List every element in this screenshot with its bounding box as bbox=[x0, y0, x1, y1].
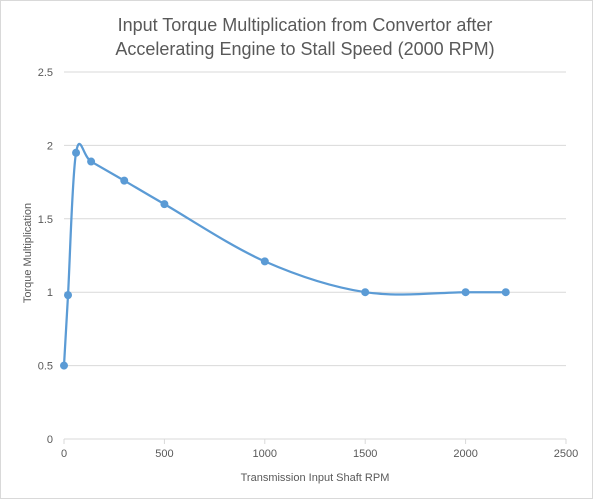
x-tick-label: 500 bbox=[155, 448, 173, 460]
y-tick-label: 0.5 bbox=[38, 361, 53, 373]
chart-title-line-1: Input Torque Multiplication from Convert… bbox=[118, 15, 493, 35]
axes bbox=[63, 438, 567, 444]
chart-title-line-2: Accelerating Engine to Stall Speed (2000… bbox=[115, 39, 494, 59]
y-tick-labels: 0 0.5 1 1.5 2 2.5 bbox=[38, 67, 53, 446]
data-point bbox=[64, 291, 73, 300]
data-point bbox=[120, 176, 129, 185]
data-point bbox=[60, 361, 68, 370]
x-tick-label: 1500 bbox=[353, 448, 377, 460]
data-point bbox=[72, 148, 81, 157]
data-point bbox=[87, 157, 96, 166]
y-tick-label: 0 bbox=[47, 434, 53, 446]
y-tick-label: 2 bbox=[47, 140, 53, 152]
x-axis-label: Transmission Input Shaft RPM bbox=[241, 472, 390, 484]
data-point bbox=[260, 257, 269, 266]
y-tick-label: 1 bbox=[47, 287, 53, 299]
y-tick-label: 1.5 bbox=[38, 214, 53, 226]
series-layer bbox=[60, 142, 510, 370]
y-axis-label: Torque Multiplication bbox=[22, 203, 34, 303]
data-point bbox=[361, 288, 370, 297]
gridlines bbox=[64, 71, 566, 367]
x-tick-label: 2000 bbox=[453, 448, 477, 460]
x-tick-label: 1000 bbox=[253, 448, 277, 460]
data-point bbox=[160, 200, 169, 209]
x-tick-label: 0 bbox=[61, 448, 67, 460]
y-tick-label: 2.5 bbox=[38, 67, 53, 79]
data-point bbox=[501, 288, 510, 297]
data-point bbox=[461, 288, 470, 297]
x-tick-label: 2500 bbox=[554, 448, 578, 460]
series-line bbox=[62, 142, 507, 367]
x-tick-labels: 0 500 1000 1500 2000 2500 bbox=[61, 448, 578, 460]
